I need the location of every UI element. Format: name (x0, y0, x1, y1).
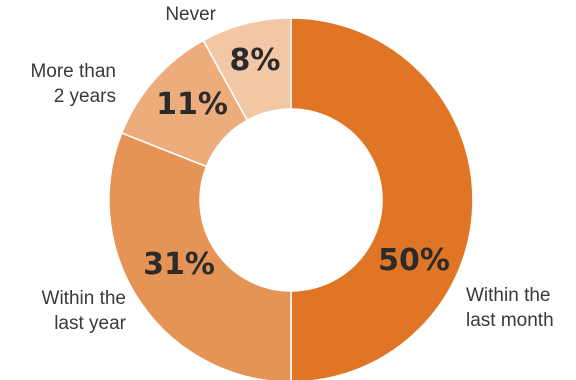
slice-category-label: More than 2 years (30, 61, 116, 107)
slice-percent-label: 50% (378, 243, 450, 278)
slice-category-line: 2 years (54, 86, 116, 107)
slice-category-line: More than (30, 61, 116, 82)
slice-percent-label: 11% (156, 87, 228, 122)
slice-category-line: last year (54, 313, 126, 334)
slice-category-line: last month (466, 310, 554, 331)
slice-category-label: Never (165, 4, 216, 25)
donut-slice (202, 17, 292, 122)
donut-slice (108, 132, 292, 380)
slice-category-label: Within the last year (42, 288, 127, 334)
slice-category-line: Within the (42, 288, 126, 309)
slice-category-label: Within the last month (466, 285, 554, 331)
slice-percent-label: 31% (143, 247, 215, 282)
slice-category-line: Within the (466, 285, 550, 306)
donut-slice (290, 17, 474, 380)
slice-category-line: Never (165, 4, 216, 25)
slice-percent-label: 8% (230, 43, 281, 78)
